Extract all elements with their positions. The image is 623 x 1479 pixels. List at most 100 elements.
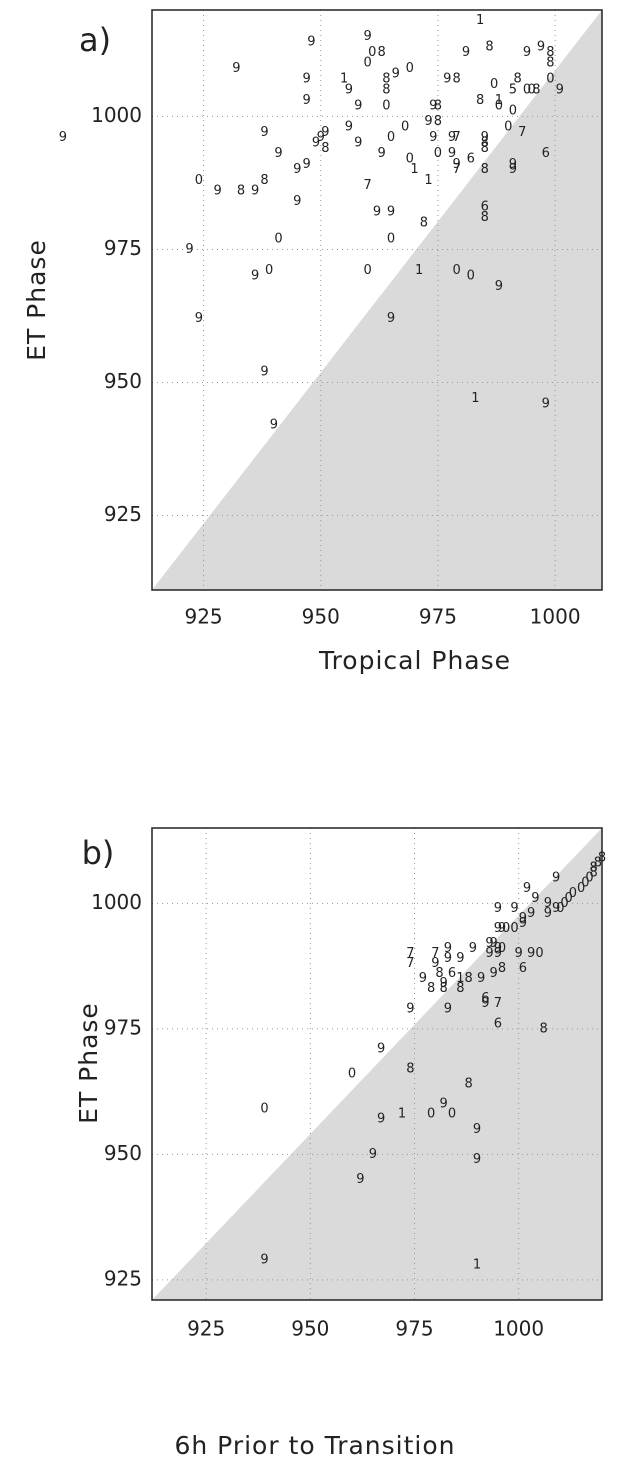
point-marker: 0 <box>490 77 498 92</box>
x-tick-label: 975 <box>395 1317 433 1341</box>
point-marker: 8 <box>590 866 598 881</box>
point-marker: 9 <box>431 956 439 971</box>
point-marker: 7 <box>453 130 461 145</box>
point-marker: 9 <box>345 120 353 135</box>
point-marker: 9 <box>440 976 448 991</box>
point-marker: 9 <box>556 82 564 97</box>
point-marker: 8 <box>598 851 606 866</box>
point-marker: 7 <box>494 996 502 1011</box>
point-marker: 9 <box>251 183 259 198</box>
shaded-region <box>152 10 602 590</box>
point-marker: 8 <box>406 1062 414 1077</box>
point-marker: 8 <box>546 56 554 71</box>
point-marker: 9 <box>377 1041 385 1056</box>
plot-frame <box>151 827 603 1301</box>
point-marker: 9 <box>542 396 550 411</box>
point-marker: 9 <box>485 946 493 961</box>
point-marker: 9 <box>260 1252 268 1267</box>
y-tick-label: 950 <box>104 369 142 393</box>
point-marker: 5 <box>509 82 517 97</box>
point-marker: 8 <box>260 173 268 188</box>
point-marker: 9 <box>373 205 381 220</box>
point-marker: 8 <box>382 82 390 97</box>
point-marker: 9 <box>481 996 489 1011</box>
x-tick-label: 950 <box>291 1317 329 1341</box>
point-marker: 9 <box>527 906 535 921</box>
point-marker: 0 <box>569 886 577 901</box>
point-marker: 9 <box>424 114 432 129</box>
point-marker: 1 <box>495 93 503 108</box>
point-marker: 9 <box>552 871 560 886</box>
panel-label: b) <box>82 834 115 872</box>
point-marker: 8 <box>481 141 489 156</box>
point-marker: 8 <box>321 141 329 156</box>
point-marker: 9 <box>444 951 452 966</box>
point-marker: 9 <box>509 157 517 172</box>
panel-label: a) <box>79 21 111 59</box>
x-tick-label: 925 <box>184 605 222 629</box>
point-marker: 8 <box>382 72 390 87</box>
point-marker: 9 <box>477 971 485 986</box>
point-marker: 9 <box>510 901 518 916</box>
point-marker: 8 <box>434 114 442 129</box>
point-marker: 8 <box>546 45 554 60</box>
point-marker: 9 <box>429 130 437 145</box>
point-marker: 9 <box>448 146 456 161</box>
x-axis-title: Tropical Phase <box>318 646 511 675</box>
point-marker: 9 <box>519 916 527 931</box>
point-marker: 9 <box>469 941 477 956</box>
point-marker: 1 <box>340 72 348 87</box>
point-marker: 8 <box>594 856 602 871</box>
plot-frame <box>151 9 603 591</box>
y-tick-label: 925 <box>104 502 142 526</box>
y-axis-title: ET Phase <box>22 239 51 361</box>
point-marker: 0 <box>565 891 573 906</box>
point-marker: 0 <box>577 881 585 896</box>
point-marker: 0 <box>581 876 589 891</box>
point-marker: 1 <box>456 971 464 986</box>
point-marker: 8 <box>427 981 435 996</box>
point-marker: 8 <box>513 72 521 87</box>
point-marker: 7 <box>431 946 439 961</box>
point-marker: 9 <box>429 98 437 113</box>
point-marker: 8 <box>540 1021 548 1036</box>
point-marker: 9 <box>392 66 400 81</box>
point-marker: 9 <box>462 45 470 60</box>
point-marker: 9 <box>509 162 517 177</box>
point-marker: 6 <box>481 199 489 214</box>
point-marker: 0 <box>498 941 506 956</box>
point-marker: 9 <box>544 906 552 921</box>
point-marker: 9 <box>494 901 502 916</box>
point-marker: 8 <box>420 215 428 230</box>
point-marker: 8 <box>456 981 464 996</box>
point-marker: 0 <box>195 173 203 188</box>
point-marker: 1 <box>471 391 479 406</box>
point-marker: 0 <box>274 231 282 246</box>
shaded-region <box>152 828 602 1300</box>
point-marker: 9 <box>473 1152 481 1167</box>
point-marker: 0 <box>448 1107 456 1122</box>
point-marker: 9 <box>195 311 203 326</box>
point-marker: 9 <box>448 130 456 145</box>
x-tick-label: 1000 <box>493 1317 544 1341</box>
point-marker: 8 <box>481 210 489 225</box>
point-marker: 9 <box>274 146 282 161</box>
point-marker: 8 <box>481 162 489 177</box>
point-marker: 8 <box>481 136 489 151</box>
x-tick-label: 950 <box>302 605 340 629</box>
point-marker: 9 <box>293 162 301 177</box>
point-marker: 9 <box>494 921 502 936</box>
point-marker: 9 <box>251 269 259 284</box>
point-marker: 9 <box>519 911 527 926</box>
point-marker: 9 <box>312 136 320 151</box>
point-marker: 9 <box>531 891 539 906</box>
point-marker: 0 <box>348 1067 356 1082</box>
point-marker: 9 <box>494 946 502 961</box>
point-marker: 9 <box>363 29 371 44</box>
point-marker: 6 <box>481 991 489 1006</box>
point-marker: 0 <box>406 61 414 76</box>
point-marker: 9 <box>303 72 311 87</box>
point-marker: 9 <box>537 40 545 55</box>
